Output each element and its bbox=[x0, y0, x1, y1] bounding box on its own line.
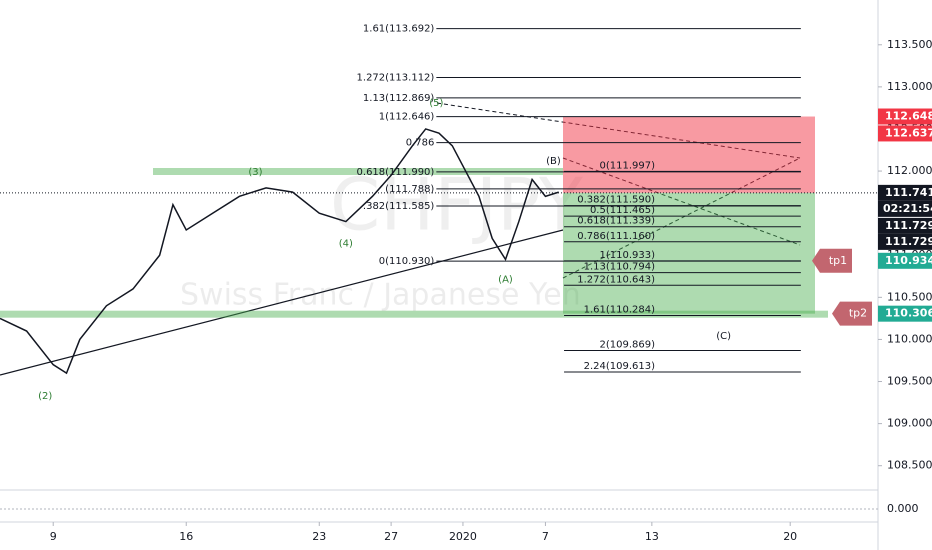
price-tag bbox=[878, 233, 932, 250]
wave-label: (2) bbox=[38, 391, 52, 402]
y-tick-label: 113.500 bbox=[887, 38, 932, 51]
price-tag bbox=[878, 184, 932, 201]
fib-label: 0.618(111.339) bbox=[577, 216, 655, 227]
fib-label: 2.24(109.613) bbox=[584, 361, 656, 372]
fib-label: 1.61(110.284) bbox=[584, 305, 656, 316]
x-tick-label: 27 bbox=[384, 530, 398, 543]
target-flag bbox=[832, 301, 872, 326]
y-tick-label: 110.500 bbox=[887, 290, 932, 303]
wave-label: (5) bbox=[429, 98, 443, 109]
y-tick-label: 110.000 bbox=[887, 332, 932, 345]
price-tag bbox=[878, 252, 932, 269]
stop-zone bbox=[563, 116, 815, 193]
wave-label: (4) bbox=[339, 238, 353, 249]
fib-label: 0.786(111.160) bbox=[577, 231, 655, 242]
x-tick-label: 20 bbox=[783, 530, 797, 543]
price-tag-label: 110.934 bbox=[885, 254, 932, 267]
fib-label: 0(110.930) bbox=[379, 256, 435, 267]
fib-label: .382(111.585) bbox=[363, 201, 435, 212]
price-tag-label: 112.637 bbox=[885, 126, 932, 139]
price-tag-label: 110.306 bbox=[885, 307, 932, 320]
zone bbox=[153, 168, 563, 175]
target-label: tp2 bbox=[849, 307, 867, 320]
fib-label: 0.5(111.465) bbox=[590, 205, 655, 216]
x-tick-label: 2020 bbox=[449, 530, 477, 543]
fib-label: 1(112.646) bbox=[379, 112, 435, 123]
x-tick-label: 23 bbox=[312, 530, 326, 543]
target-label: tp1 bbox=[829, 254, 847, 267]
watermark: CHFJPY bbox=[330, 163, 584, 247]
target-flag bbox=[812, 248, 852, 273]
countdown: 02:21:54 bbox=[883, 202, 932, 215]
fib-label: 2(109.869) bbox=[599, 339, 655, 350]
oscillator-label: 0.000 bbox=[887, 502, 919, 515]
fib-label: 1.272(113.112) bbox=[357, 72, 435, 83]
x-tick-label: 9 bbox=[50, 530, 57, 543]
price-tag bbox=[878, 217, 932, 234]
trend-line bbox=[562, 157, 801, 279]
y-tick-label: 112.000 bbox=[887, 164, 932, 177]
price-tag-label: 111.729 bbox=[885, 235, 932, 248]
wave-label: (B) bbox=[546, 156, 561, 167]
price-tag-label: 112.648 bbox=[885, 110, 932, 123]
wave-label: (A) bbox=[498, 275, 513, 286]
y-tick-label: 109.000 bbox=[887, 417, 932, 430]
wave-label: (3) bbox=[248, 167, 262, 178]
y-tick-label: 108.500 bbox=[887, 459, 932, 472]
price-tag bbox=[878, 108, 932, 125]
fib-label: 1.13(112.869) bbox=[363, 93, 435, 104]
countdown-tag bbox=[878, 200, 932, 217]
watermark-subtitle: Swiss Franc / Japanese Yen bbox=[180, 278, 581, 313]
fib-label: 0.786 bbox=[406, 138, 435, 149]
x-tick-label: 7 bbox=[542, 530, 549, 543]
fib-label: 0.618(111.990) bbox=[357, 167, 435, 178]
support-zone bbox=[0, 310, 828, 318]
fib-label: 1.272(110.643) bbox=[577, 274, 655, 285]
fib-label: 1.13(110.794) bbox=[584, 262, 656, 273]
price-tag-label: 111.741 bbox=[885, 186, 932, 199]
x-tick-label: 16 bbox=[179, 530, 193, 543]
target-zone bbox=[563, 192, 815, 314]
fib-label: 1.61(113.692) bbox=[363, 24, 435, 35]
x-tick-label: 13 bbox=[645, 530, 659, 543]
price-tag bbox=[878, 305, 932, 322]
price-line bbox=[0, 128, 559, 375]
fib-label: 0.382(111.590) bbox=[577, 195, 655, 206]
fib-label: 0(111.997) bbox=[599, 160, 655, 171]
price-tag-label: 111.729 bbox=[885, 219, 932, 232]
wave-label: (C) bbox=[716, 331, 731, 342]
y-tick-label: 109.500 bbox=[887, 375, 932, 388]
price-tag bbox=[878, 125, 932, 142]
trend-line bbox=[0, 229, 564, 376]
fib-label: (111.788) bbox=[385, 184, 434, 195]
y-tick-label: 113.000 bbox=[887, 80, 932, 93]
fib-label: 1(110.933) bbox=[599, 250, 655, 261]
